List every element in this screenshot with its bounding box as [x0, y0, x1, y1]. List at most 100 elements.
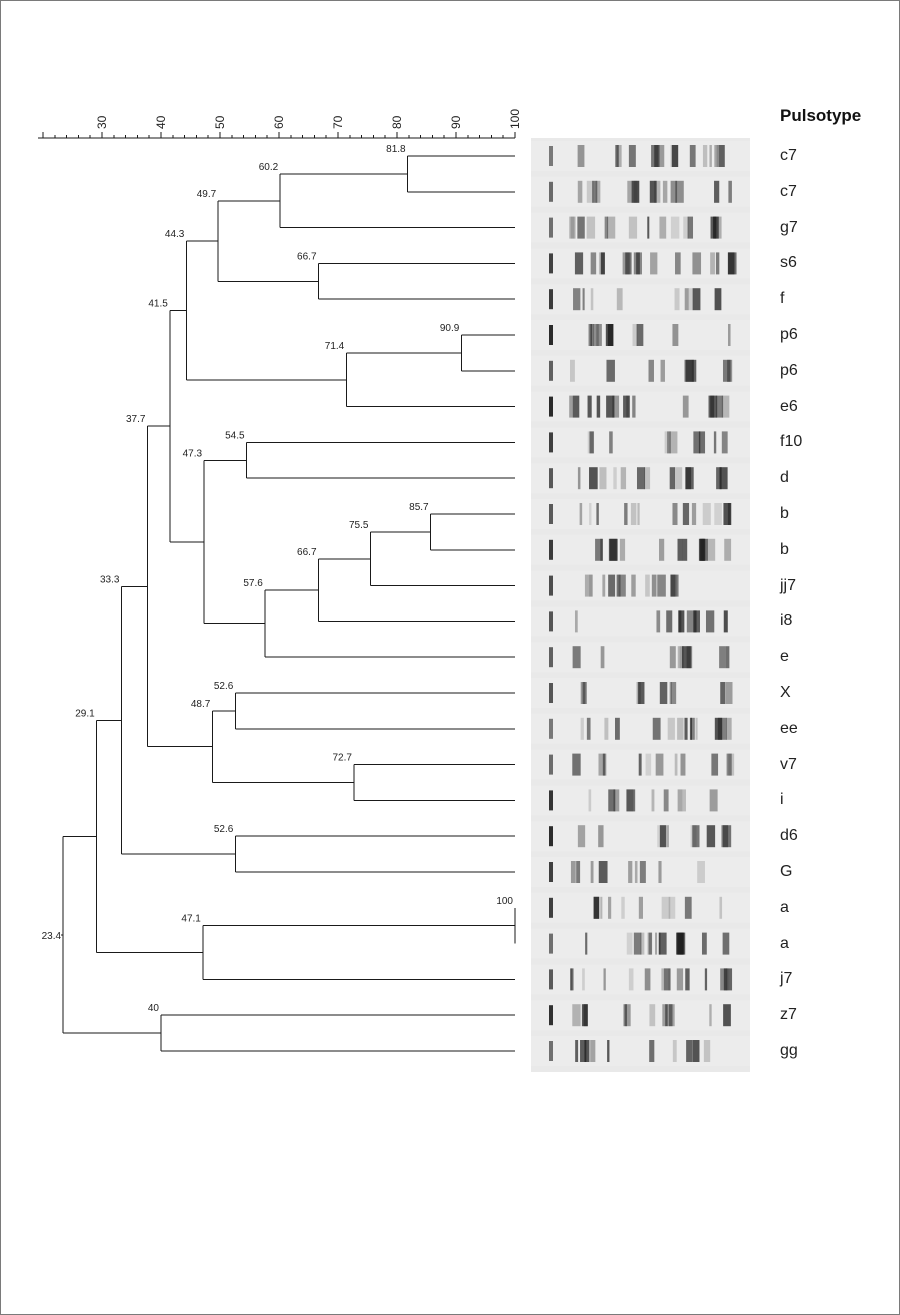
gel-band — [714, 503, 722, 525]
gel-band — [721, 825, 729, 848]
gel-band — [626, 932, 633, 955]
pulsotype-label: d6 — [780, 827, 798, 845]
gel-well-band — [549, 539, 553, 560]
gel-band — [651, 574, 657, 597]
gel-lane-background — [531, 785, 750, 816]
gel-band — [584, 574, 593, 597]
pulsotype-header: Pulsotype — [780, 106, 862, 125]
gel-lane-background — [531, 284, 750, 315]
gel-band — [725, 968, 730, 991]
gel-band — [648, 359, 654, 382]
gel-band — [636, 324, 644, 346]
gel-band — [588, 324, 593, 346]
gel-band — [685, 359, 694, 382]
gel-band — [684, 288, 694, 311]
gel-band — [694, 610, 700, 633]
gel-band — [686, 1040, 693, 1062]
gel-band — [598, 861, 608, 883]
gel-band — [574, 610, 578, 633]
pulsotype-label: j7 — [780, 970, 793, 988]
pulsotype-label: i8 — [780, 612, 793, 630]
gel-band — [596, 503, 599, 525]
gel-band — [586, 216, 596, 239]
axis-tick-label: 60 — [272, 115, 286, 129]
gel-band — [619, 538, 626, 561]
gel-band — [604, 717, 609, 740]
gel-band — [625, 252, 632, 275]
gel-band — [680, 753, 686, 776]
gel-band — [677, 646, 684, 669]
gel-lane — [531, 141, 750, 171]
gel-band — [654, 180, 661, 203]
gel-well-band — [549, 790, 553, 811]
gel-lane-background — [531, 892, 750, 923]
similarity-value-label: 75.5 — [349, 520, 369, 531]
gel-band — [677, 789, 686, 812]
gel-band — [593, 896, 600, 919]
similarity-value-label: 72.7 — [332, 753, 352, 764]
gel-band — [726, 753, 732, 776]
gel-band — [721, 395, 730, 418]
similarity-value-label: 81.8 — [386, 144, 406, 155]
gel-well-band — [549, 1041, 553, 1061]
gel-band — [666, 1004, 675, 1027]
gel-band — [636, 467, 646, 490]
gel-band — [690, 717, 695, 740]
gel-band — [721, 431, 728, 454]
gel-band — [623, 395, 630, 418]
gel-band — [684, 288, 689, 311]
gel-band — [582, 288, 585, 311]
gel-well-band — [549, 217, 553, 238]
gel-band — [665, 1004, 668, 1027]
gel-band — [633, 252, 642, 275]
similarity-value-label: 49.7 — [197, 189, 217, 200]
gel-band — [698, 538, 706, 561]
gel-band — [649, 1004, 656, 1027]
gel-band — [573, 288, 581, 311]
gel-band — [675, 180, 684, 203]
gel-band — [577, 467, 581, 490]
gel-lane-background — [531, 534, 750, 565]
gel-band — [626, 789, 636, 812]
gel-band — [602, 753, 606, 776]
pulsotype-label: f — [780, 290, 785, 308]
gel-band — [628, 145, 636, 167]
gel-lane — [531, 642, 750, 673]
gel-lane — [531, 785, 750, 816]
gel-band — [631, 180, 640, 203]
gel-band — [670, 682, 677, 704]
gel-band — [651, 145, 660, 167]
gel-band — [608, 789, 616, 812]
gel-band — [687, 216, 694, 239]
gel-band — [628, 861, 633, 883]
pulsotype-label: gg — [780, 1042, 798, 1059]
gel-band — [624, 503, 628, 525]
gel-lane — [531, 1036, 750, 1066]
similarity-value-label: 48.7 — [191, 699, 211, 710]
similarity-value-label: 41.5 — [148, 298, 168, 309]
gel-band — [638, 753, 642, 776]
axis-tick-label: 30 — [95, 115, 109, 129]
gel-band — [663, 968, 671, 991]
gel-band — [657, 825, 666, 848]
gel-well-band — [549, 826, 553, 847]
gel-band — [633, 932, 642, 955]
gel-band — [634, 180, 638, 203]
gel-band — [652, 717, 661, 740]
gel-lane-background — [531, 1036, 750, 1066]
gel-band — [589, 503, 592, 525]
gel-band — [613, 467, 617, 490]
similarity-value-label: 57.6 — [243, 578, 263, 589]
gel-band — [615, 717, 620, 740]
gel-band — [630, 503, 637, 525]
gel-lane-background — [531, 1000, 750, 1031]
gel-lane — [531, 964, 750, 995]
gel-band — [595, 538, 603, 561]
gel-band — [713, 431, 717, 454]
gel-lane — [531, 463, 750, 494]
gel-band — [638, 682, 645, 704]
gel-band — [658, 932, 667, 955]
gel-band — [631, 574, 636, 597]
gel-band — [710, 252, 715, 275]
